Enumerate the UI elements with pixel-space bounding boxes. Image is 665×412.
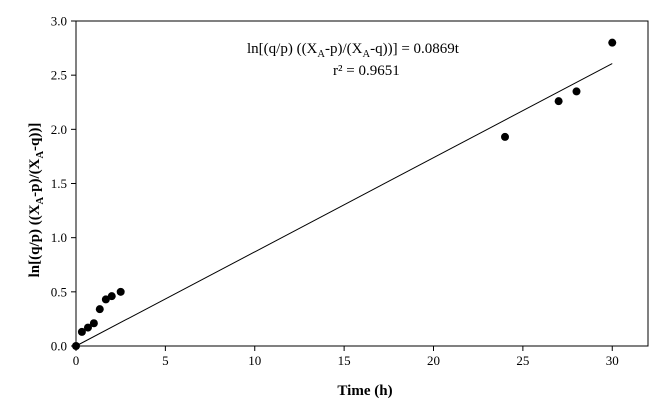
y-tick-label: 0.5 xyxy=(51,284,67,299)
data-point xyxy=(572,87,581,96)
data-point xyxy=(501,132,509,141)
data-point xyxy=(72,342,80,350)
x-tick-label: 10 xyxy=(248,353,261,368)
data-point xyxy=(77,327,86,336)
y-tick-label: 1.5 xyxy=(51,176,67,191)
data-point xyxy=(107,292,116,301)
y-axis-title: ln[(q/p) ((XA-p)/(XA-q))] xyxy=(27,123,46,278)
regression-equation: ln[(q/p) ((XA-p)/(XA-q))] = 0.0869t xyxy=(247,41,460,60)
data-points xyxy=(72,38,617,350)
data-point xyxy=(83,323,92,332)
x-tick-label: 0 xyxy=(73,353,80,368)
y-tick-label: 2.5 xyxy=(51,68,67,83)
fit-line-layer xyxy=(75,63,613,347)
data-point xyxy=(101,295,110,304)
y-tick-label: 2.0 xyxy=(51,122,67,137)
data-point xyxy=(554,97,563,106)
data-point xyxy=(116,287,125,296)
x-tick-label: 30 xyxy=(606,353,619,368)
data-point xyxy=(608,38,617,47)
x-axis: 0 5 10 15 20 25 30 xyxy=(73,346,619,368)
y-tick-label: 3.0 xyxy=(51,14,67,29)
x-tick-label: 15 xyxy=(338,353,351,368)
y-tick-label: 1.0 xyxy=(51,230,67,245)
y-tick-label: 0.0 xyxy=(51,339,67,354)
data-point xyxy=(95,305,104,314)
x-tick-label: 5 xyxy=(162,353,169,368)
x-tick-label: 20 xyxy=(427,353,440,368)
y-axis: 0.0 0.5 1.0 1.5 2.0 2.5 3.0 xyxy=(51,14,76,354)
r-squared-label: r² = 0.9651 xyxy=(333,63,400,79)
x-tick-label: 25 xyxy=(516,353,529,368)
data-point xyxy=(89,319,98,328)
x-axis-title: Time (h) xyxy=(337,383,392,399)
regression-line xyxy=(75,63,613,347)
